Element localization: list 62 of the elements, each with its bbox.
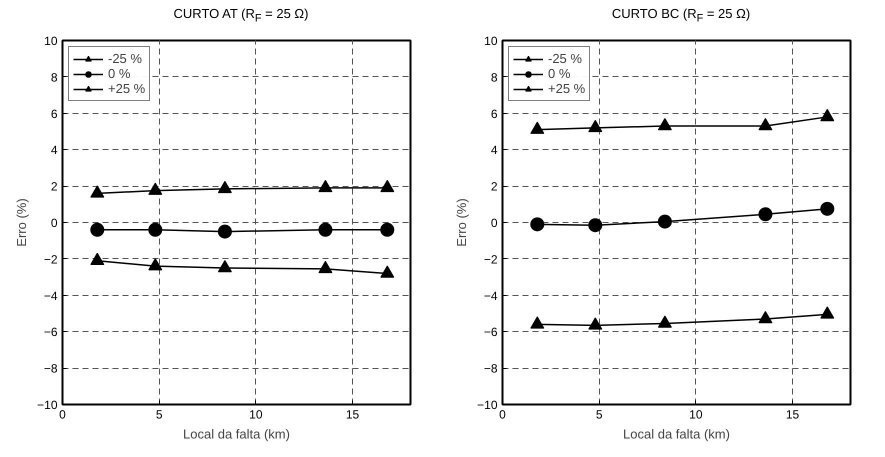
- x-axis-title: Local da falta (km): [623, 426, 730, 442]
- y-tick-label: −10: [37, 398, 58, 412]
- x-tick-label: 0: [59, 408, 66, 422]
- y-tick-label: −2: [44, 252, 58, 266]
- y-tick-label: 0: [490, 216, 498, 230]
- x-tick-label: 10: [689, 408, 703, 422]
- x-tick-label: 0: [499, 408, 506, 422]
- y-tick-label: 0: [50, 216, 58, 230]
- y-tick-label: −8: [44, 362, 58, 376]
- y-tick-label: −4: [44, 288, 58, 303]
- point: [658, 118, 672, 130]
- y-axis-title: Erro (%): [454, 198, 470, 247]
- y-tick-label: −4: [484, 288, 498, 303]
- y-tick-label: 2: [50, 180, 58, 194]
- chart-title: CURTO BC (R$_{F}$ = 25 Ω): [610, 5, 752, 27]
- point: [380, 180, 394, 192]
- y-tick-label: 4: [50, 143, 58, 158]
- point: [148, 182, 162, 195]
- point: [318, 180, 332, 192]
- legend-label: 0 %: [108, 66, 130, 81]
- point: [758, 118, 772, 130]
- y-tick-label: −6: [484, 325, 498, 340]
- point: [318, 260, 332, 274]
- legend-label: -25 %: [108, 51, 142, 66]
- chart-title: CURTO AT (R$_{F}$ = 25 Ω): [172, 5, 310, 27]
- y-tick-label: −6: [44, 325, 58, 340]
- x-tick-label: 5: [596, 408, 603, 422]
- y-tick-label: 6: [50, 106, 58, 121]
- y-tick-label: 8: [490, 70, 498, 84]
- y-tick-label: −2: [484, 252, 498, 266]
- y-tick-label: 8: [50, 70, 58, 84]
- point: [218, 260, 232, 272]
- point: [588, 317, 602, 330]
- point: [658, 316, 672, 328]
- x-tick-label: 5: [156, 408, 163, 422]
- point: [530, 122, 544, 134]
- y-tick-label: 6: [490, 106, 498, 121]
- legend-label: +25 %: [108, 81, 146, 96]
- y-tick-label: 2: [490, 180, 498, 194]
- x-tick-label: 10: [249, 408, 263, 422]
- y-axis-title: Erro (%): [14, 198, 30, 247]
- point: [90, 252, 104, 265]
- y-tick-label: 10: [44, 34, 58, 48]
- point: [90, 185, 104, 198]
- y-tick-label: 4: [490, 143, 498, 158]
- legend-label: 0 %: [548, 66, 570, 81]
- point: [820, 306, 834, 319]
- point: [588, 120, 602, 132]
- point: [530, 316, 544, 329]
- legend-label: +25 %: [548, 81, 586, 96]
- legend-label: -25 %: [548, 51, 582, 66]
- x-tick-label: 15: [346, 408, 360, 422]
- point: [218, 180, 232, 194]
- y-tick-label: −10: [477, 398, 498, 412]
- y-tick-label: 10: [484, 34, 498, 48]
- point: [148, 258, 162, 270]
- point: [758, 310, 772, 324]
- x-axis-title: Local da falta (km): [183, 426, 290, 442]
- point: [380, 265, 394, 278]
- x-tick-label: 15: [786, 408, 800, 422]
- point: [820, 108, 834, 122]
- y-tick-label: −8: [484, 362, 498, 376]
